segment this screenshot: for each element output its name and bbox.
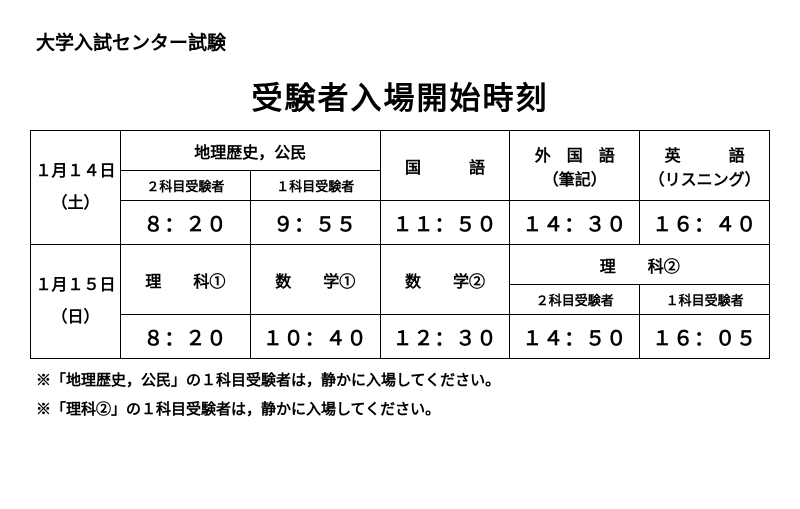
day1-kokugo-label: 国 語 [380,131,510,201]
day1-geo-2subj-label: ２科目受験者 [121,171,251,201]
day2-math1-time: １０：４０ [250,315,380,359]
day2-math2-label: 数 学② [380,245,510,315]
day1-geo-civics-label: 地理歴史，公民 [121,131,381,171]
day1-geo-1subj-time: ９：５５ [250,201,380,245]
day2-rika2-1subj-time: １６：０５ [640,315,770,359]
day1-geo-2subj-time: ８：２０ [121,201,251,245]
day1-english-label: 英 語 （リスニング） [640,131,770,201]
day1-foreign-time: １４：３０ [510,201,640,245]
day1-date-cell: １月１４日 （土） [31,131,121,245]
day1-date: １月１４日 [32,156,119,188]
footnote-2: ※「理科②」の１科目受験者は，静かに入場してください。 [36,396,770,425]
exam-name-header: 大学入試センター試験 [36,28,770,55]
day2-math2-time: １２：３０ [380,315,510,359]
day1-english-time: １６：４０ [640,201,770,245]
footnotes: ※「地理歴史，公民」の１科目受験者は，静かに入場してください。 ※「理科②」の１… [30,367,770,424]
day2-date: １月１５日 [32,270,119,302]
day2-date-cell: １月１５日 （日） [31,245,121,359]
day2-rika2-label: 理 科② [510,245,770,285]
day2-rika2-1subj-label: １科目受験者 [640,285,770,315]
day1-kokugo-time: １１：５０ [380,201,510,245]
day2-rika2-2subj-time: １４：５０ [510,315,640,359]
footnote-1: ※「地理歴史，公民」の１科目受験者は，静かに入場してください。 [36,367,770,396]
day2-weekday: （日） [32,302,119,334]
page-title: 受験者入場開始時刻 [30,73,770,118]
day1-geo-1subj-label: １科目受験者 [250,171,380,201]
day2-rika2-2subj-label: ２科目受験者 [510,285,640,315]
day1-foreign-label: 外 国 語 （筆記） [510,131,640,201]
day1-weekday: （土） [32,188,119,220]
day2-rika1-time: ８：２０ [121,315,251,359]
day2-math1-label: 数 学① [250,245,380,315]
day2-rika1-label: 理 科① [121,245,251,315]
schedule-table: １月１４日 （土） 地理歴史，公民 国 語 外 国 語 （筆記） 英 語 （リス… [30,130,770,359]
